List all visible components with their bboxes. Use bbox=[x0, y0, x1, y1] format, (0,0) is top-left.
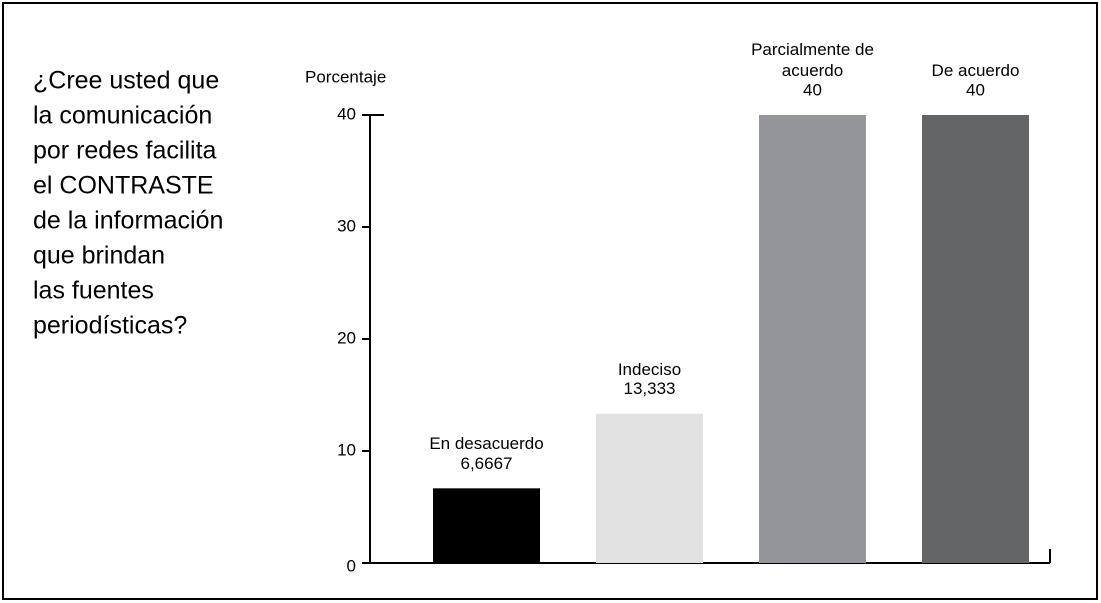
value-label: 40 bbox=[803, 80, 822, 99]
value-label: 6,6667 bbox=[461, 454, 513, 473]
bar bbox=[922, 115, 1029, 563]
question-line: por redes facilita bbox=[33, 137, 217, 165]
bar bbox=[759, 115, 866, 563]
question-line: que brindan bbox=[33, 242, 165, 270]
y-tick-label: 0 bbox=[347, 556, 356, 575]
category-label-box: Parcialmente de acuerdo bbox=[751, 40, 874, 80]
value-label: 40 bbox=[966, 80, 985, 99]
bar bbox=[596, 413, 703, 563]
question-line: el CONTRASTE bbox=[33, 172, 214, 200]
y-tick-label: 20 bbox=[337, 328, 356, 347]
bar bbox=[433, 488, 540, 563]
question-line: las fuentes bbox=[33, 277, 154, 305]
question-line: ¿Cree usted que bbox=[33, 67, 219, 95]
y-tick-label: 40 bbox=[337, 104, 356, 123]
category-label-box: En desacuerdo bbox=[429, 434, 544, 454]
category-label: En desacuerdo bbox=[429, 434, 544, 454]
category-label: De acuerdo bbox=[931, 61, 1020, 80]
question-line: la comunicación bbox=[33, 102, 212, 130]
y-tick-label: 10 bbox=[337, 440, 356, 459]
value-label: 13,333 bbox=[624, 379, 676, 398]
category-label: Indeciso bbox=[617, 359, 682, 379]
category-label-box: Indeciso bbox=[617, 359, 682, 379]
question-line: de la información bbox=[33, 207, 223, 235]
y-tick-label: 30 bbox=[337, 216, 356, 235]
y-axis-label: Porcentaje bbox=[305, 67, 386, 86]
question-line: periodísticas? bbox=[33, 312, 187, 340]
category-label-box: De acuerdo bbox=[931, 61, 1020, 80]
category-label: Parcialmente de acuerdo bbox=[751, 40, 874, 80]
